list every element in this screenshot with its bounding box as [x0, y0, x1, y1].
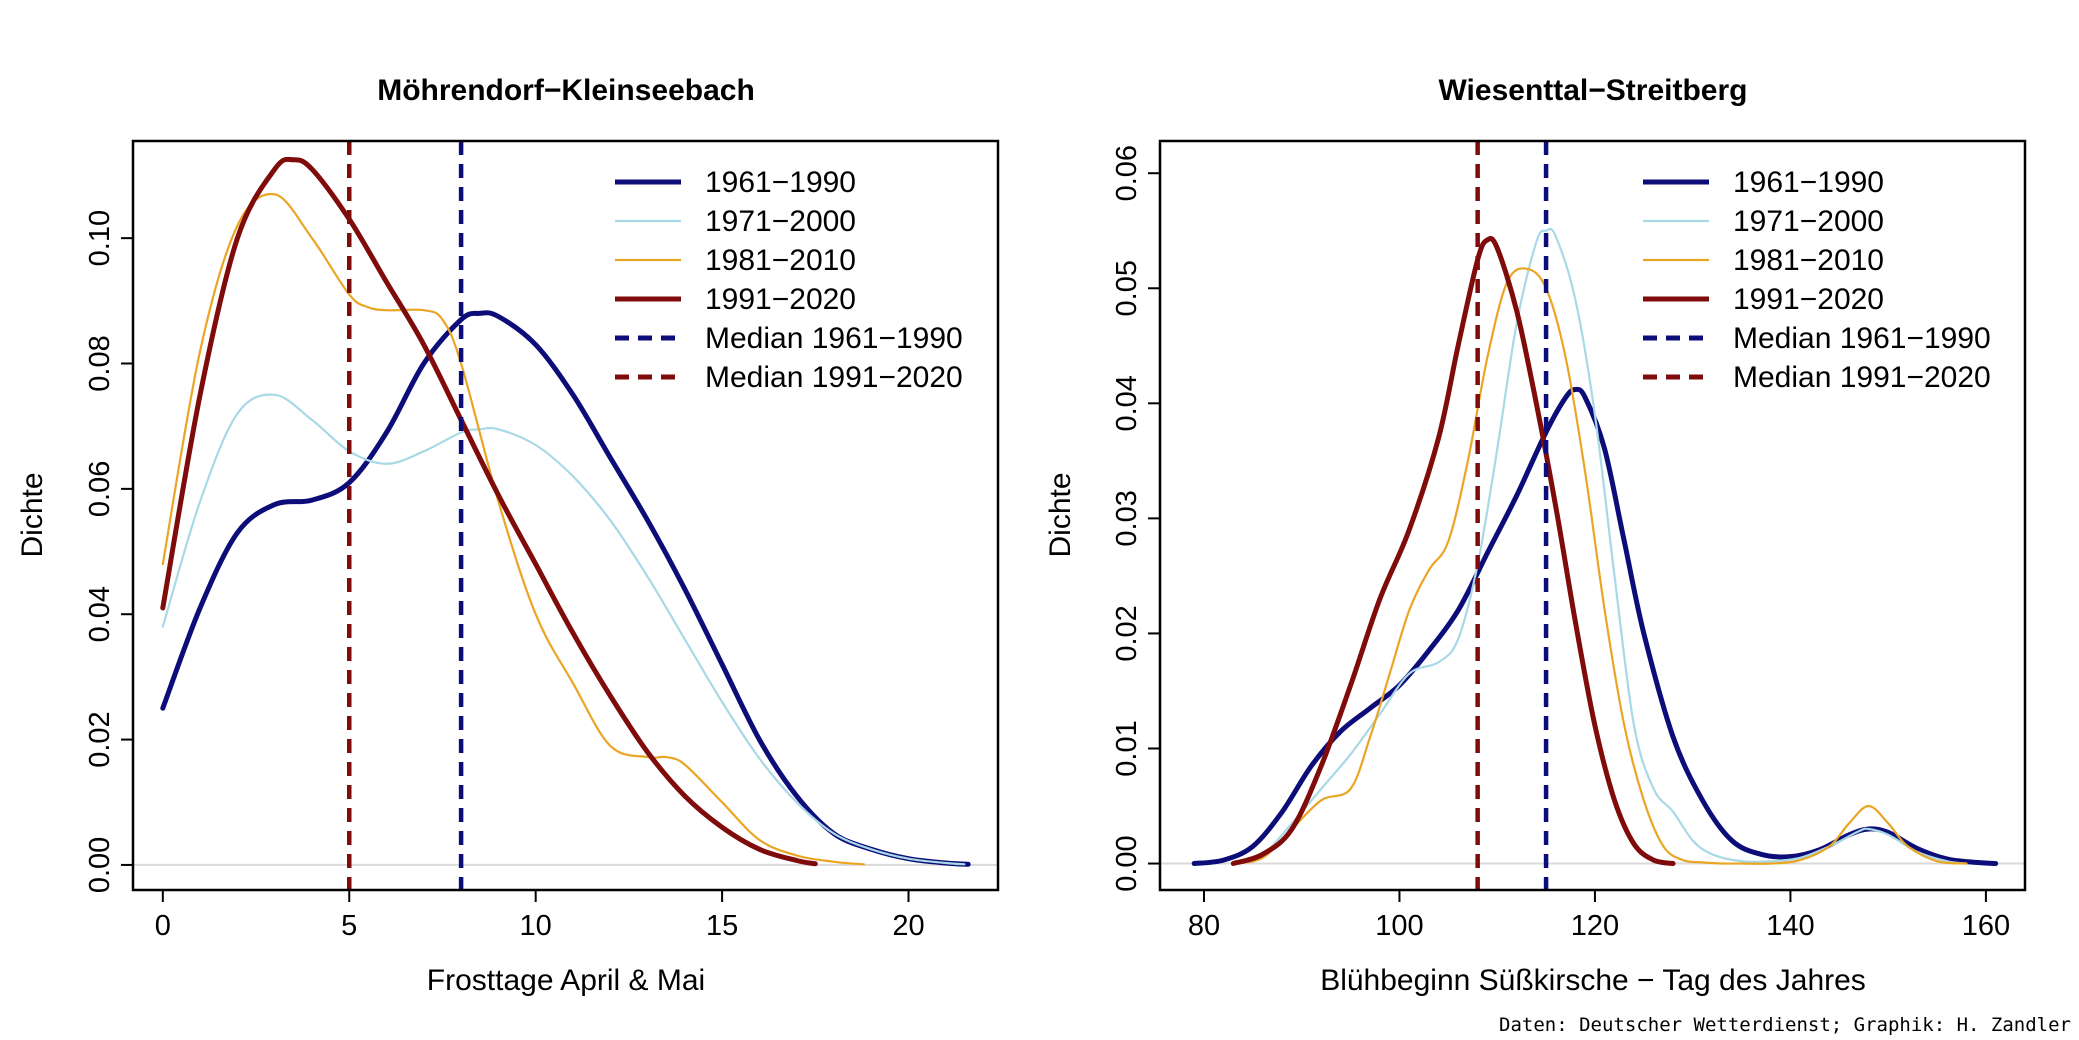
chart-2-y-tick-label: 0.04 [1111, 375, 1143, 431]
chart-2-x-tick-label: 80 [1188, 910, 1220, 942]
chart-2-y-tick-label: 0.03 [1111, 490, 1143, 546]
chart-1-y-tick-label: 0.08 [84, 335, 116, 391]
panel-moehrendorf: Möhrendorf−Kleinseebach 0 5 10 15 20 0.00 0.02 0… [16, 74, 1000, 997]
chart-2-x-tick-label: 120 [1571, 910, 1619, 942]
chart-2-y-tick-label: 0.00 [1111, 835, 1143, 891]
chart-2-title: Wiesenttal−Streitberg [1439, 74, 1748, 107]
chart-1-legend-label: 1961−1990 [705, 166, 856, 199]
chart-2-series-1991 [1230, 236, 1676, 866]
chart-2-legend-label: 1981−2010 [1733, 244, 1884, 277]
chart-1-y-tick-label: 0.06 [84, 461, 116, 517]
chart-2-series-1971 [1232, 227, 1968, 865]
chart-1-x-axis-label: Frosttage April & Mai [427, 964, 705, 997]
chart-2-x-tick-label: 100 [1375, 910, 1423, 942]
chart-1-series-1971 [161, 393, 966, 866]
chart-1-series-1961 [160, 310, 971, 867]
chart-1-x-tick-label: 10 [520, 910, 552, 942]
chart-2-x-axis-label: Blühbeginn Süßkirsche − Tag des Jahres [1320, 964, 1866, 997]
chart-1-y-axis-label: Dichte [16, 472, 49, 557]
chart-1-x-tick-label: 5 [341, 910, 357, 942]
chart-2-series-1961 [1191, 386, 1999, 866]
chart-2-x-tick-label: 160 [1962, 910, 2010, 942]
chart-1-series-1981 [161, 192, 865, 866]
chart-1-legend-label: Median 1961−1990 [705, 322, 963, 355]
chart-2-y-tick-label: 0.02 [1111, 605, 1143, 661]
chart-1-x-tick-label: 0 [155, 910, 171, 942]
chart-2-legend-label: Median 1961−1990 [1733, 322, 1991, 355]
chart-1-legend-label: Median 1991−2020 [705, 361, 963, 394]
chart-2-series-1981 [1232, 267, 1968, 865]
chart-1-legend-label: 1971−2000 [705, 205, 856, 238]
chart-1-plot-frame [131, 139, 1000, 892]
chart-2-legend-label: 1971−2000 [1733, 205, 1884, 238]
chart-1-legend: 1961−1990 1971−2000 1981−2010 1991−2020 Medi… [615, 166, 963, 394]
chart-2-x-tick-label: 140 [1766, 910, 1814, 942]
chart-2-plot-frame [1158, 139, 2027, 892]
chart-2-legend: 1961−1990 1971−2000 1981−2010 1991−2020 Medi… [1643, 166, 1991, 394]
chart-1-legend-label: 1981−2010 [705, 244, 856, 277]
chart-1-legend-label: 1991−2020 [705, 283, 856, 316]
chart-1-x-tick-label: 15 [706, 910, 738, 942]
source-caption: Daten: Deutscher Wetterdienst; Graphik: … [1499, 1014, 2071, 1036]
chart-1-x-tick-label: 20 [892, 910, 924, 942]
chart-2-legend-label: 1961−1990 [1733, 166, 1884, 199]
chart-2-y-tick-label: 0.01 [1111, 720, 1143, 776]
chart-2-legend-label: Median 1991−2020 [1733, 361, 1991, 394]
chart-2-y-tick-label: 0.06 [1111, 145, 1143, 201]
chart-1-y-tick-label: 0.00 [84, 837, 116, 893]
chart-1-y-tick-label: 0.10 [84, 210, 116, 266]
chart-2-y-axis-label: Dichte [1044, 472, 1077, 557]
chart-1-y-tick-label: 0.02 [84, 711, 116, 767]
chart-1-y-tick-label: 0.04 [84, 586, 116, 642]
panel-wiesenttal: Wiesenttal−Streitberg 80 100 120 140 160 0.00 0… [1044, 74, 2027, 997]
chart-1-title: Möhrendorf−Kleinseebach [377, 74, 755, 107]
chart-2-legend-label: 1991−2020 [1733, 283, 1884, 316]
chart-2-y-tick-label: 0.05 [1111, 260, 1143, 316]
